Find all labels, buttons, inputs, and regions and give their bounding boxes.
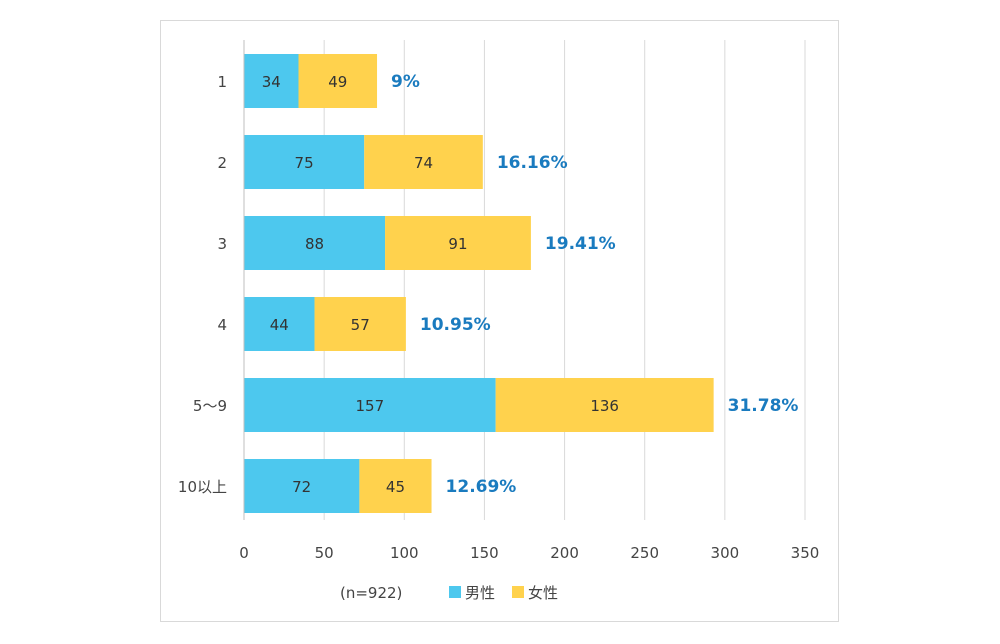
bar-value-label: 44	[270, 316, 289, 334]
x-tick-label: 50	[315, 544, 334, 562]
bar-segment-female	[385, 216, 531, 270]
bar-segment-male	[244, 378, 496, 432]
percent-label: 9%	[391, 72, 420, 92]
legend: (n=922) 男性 女性	[340, 584, 558, 602]
bars	[244, 54, 714, 513]
x-tick-label: 0	[239, 544, 249, 562]
legend-swatch	[449, 586, 461, 598]
percent-label: 12.69%	[446, 477, 517, 497]
sample-size-note: (n=922)	[340, 584, 402, 602]
x-tick-label: 150	[470, 544, 499, 562]
y-category-label: 2	[217, 154, 227, 172]
bar-value-label: 72	[292, 478, 311, 496]
bar-segment-female	[359, 459, 432, 513]
y-category-label: 5〜9	[193, 397, 227, 415]
bar-value-label: 45	[386, 478, 405, 496]
bar-segment-female	[298, 54, 378, 108]
percent-label: 16.16%	[497, 153, 568, 173]
bar-value-label: 49	[328, 73, 347, 91]
bar-value-label: 136	[590, 397, 619, 415]
bar-value-label: 157	[356, 397, 385, 415]
legend-swatch	[512, 586, 524, 598]
bar-value-label: 75	[295, 154, 314, 172]
bar-value-label: 74	[414, 154, 433, 172]
y-category-label: 3	[217, 235, 227, 253]
bar-segment-female	[314, 297, 406, 351]
x-tick-label: 200	[550, 544, 579, 562]
percent-label: 31.78%	[728, 396, 799, 416]
bar-value-label: 88	[305, 235, 324, 253]
x-tick-label: 100	[390, 544, 419, 562]
y-category-label: 1	[217, 73, 227, 91]
bar-segment-male	[244, 54, 299, 108]
bar-segment-female	[364, 135, 483, 189]
bar-value-label: 34	[262, 73, 281, 91]
y-category-label: 10以上	[178, 478, 227, 496]
bar-segment-female	[495, 378, 714, 432]
bar-segment-male	[244, 216, 386, 270]
x-tick-label: 300	[711, 544, 740, 562]
bar-value-label: 57	[351, 316, 370, 334]
x-tick-label: 350	[791, 544, 820, 562]
legend-label: 男性	[465, 584, 495, 602]
bar-value-label: 91	[448, 235, 467, 253]
percent-label: 10.95%	[420, 315, 491, 335]
legend-label: 女性	[528, 584, 558, 602]
x-tick-label: 250	[630, 544, 659, 562]
bar-segment-male	[244, 459, 360, 513]
y-category-label: 4	[217, 316, 227, 334]
bar-segment-male	[244, 297, 315, 351]
percent-label: 19.41%	[545, 234, 616, 254]
grid-lines	[323, 40, 806, 520]
bar-segment-male	[244, 135, 365, 189]
